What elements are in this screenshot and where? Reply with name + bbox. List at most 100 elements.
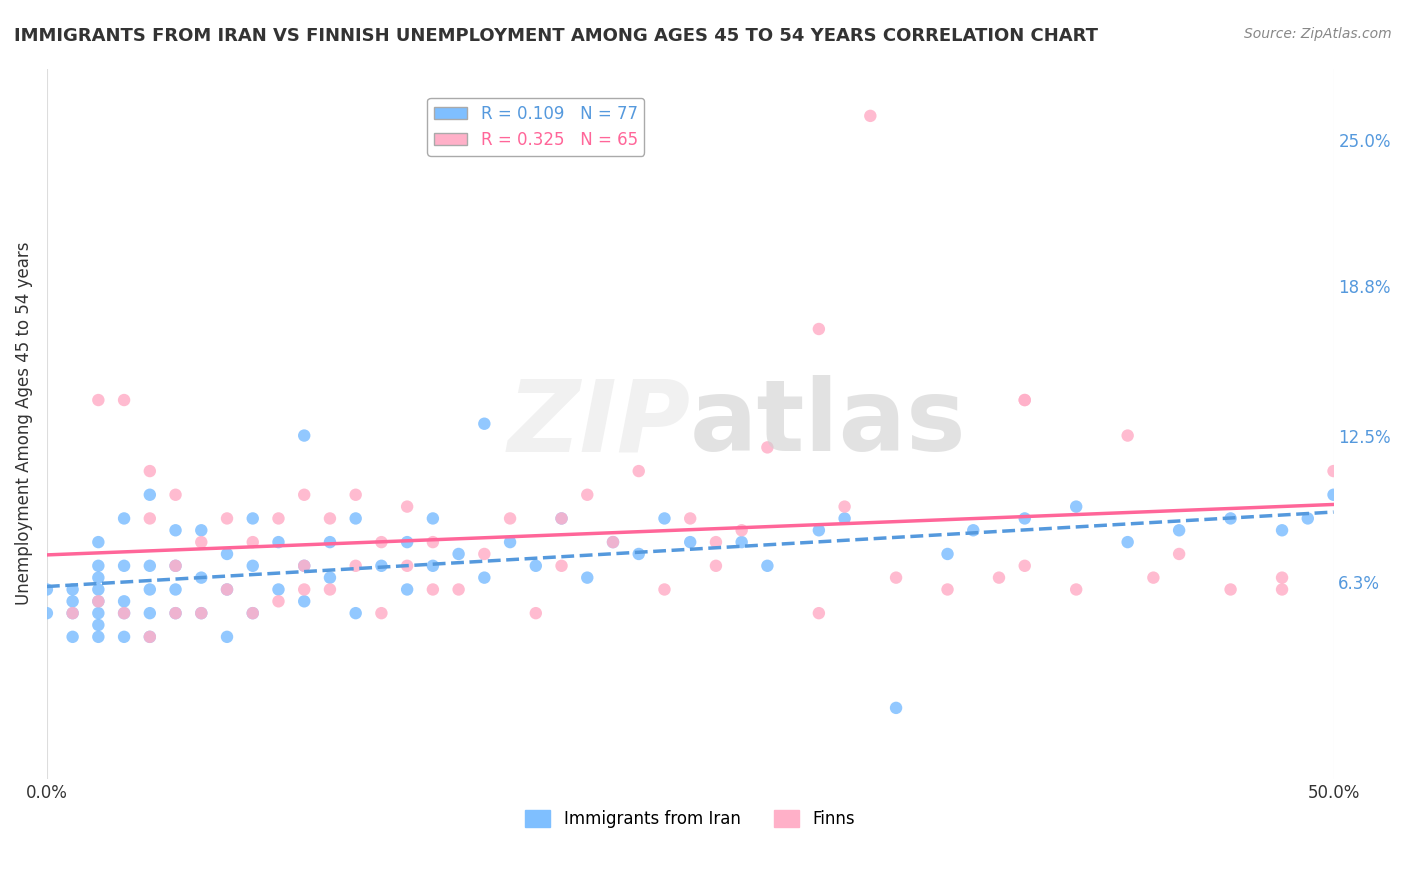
Point xyxy=(422,511,444,525)
Point xyxy=(35,582,58,597)
Point xyxy=(190,606,212,620)
Point xyxy=(165,606,187,620)
Point xyxy=(422,535,444,549)
Point xyxy=(139,558,162,573)
Point xyxy=(807,523,830,537)
Point xyxy=(190,571,212,585)
Point xyxy=(1271,582,1294,597)
Point xyxy=(87,571,110,585)
Point xyxy=(627,464,650,478)
Point xyxy=(472,547,495,561)
Point xyxy=(242,606,264,620)
Point xyxy=(139,464,162,478)
Point xyxy=(215,630,238,644)
Point xyxy=(87,594,110,608)
Point xyxy=(704,558,727,573)
Point xyxy=(319,571,342,585)
Point xyxy=(679,511,702,525)
Point xyxy=(112,630,135,644)
Point xyxy=(1014,511,1036,525)
Point xyxy=(1116,535,1139,549)
Point xyxy=(1271,523,1294,537)
Point xyxy=(344,558,367,573)
Point xyxy=(215,582,238,597)
Point xyxy=(87,630,110,644)
Point xyxy=(344,606,367,620)
Text: atlas: atlas xyxy=(690,376,967,472)
Point xyxy=(370,558,392,573)
Point xyxy=(602,535,624,549)
Text: Source: ZipAtlas.com: Source: ZipAtlas.com xyxy=(1244,27,1392,41)
Point xyxy=(936,582,959,597)
Point xyxy=(62,606,84,620)
Y-axis label: Unemployment Among Ages 45 to 54 years: Unemployment Among Ages 45 to 54 years xyxy=(15,242,32,606)
Point xyxy=(215,582,238,597)
Point xyxy=(62,630,84,644)
Point xyxy=(1296,511,1319,525)
Point xyxy=(1271,571,1294,585)
Point xyxy=(524,558,547,573)
Point xyxy=(292,594,315,608)
Point xyxy=(1014,558,1036,573)
Point xyxy=(576,571,599,585)
Point xyxy=(1168,547,1191,561)
Point xyxy=(499,511,522,525)
Point xyxy=(654,582,676,597)
Point xyxy=(834,511,856,525)
Point xyxy=(165,558,187,573)
Point xyxy=(1014,392,1036,407)
Point xyxy=(679,535,702,549)
Point xyxy=(267,594,290,608)
Point xyxy=(319,511,342,525)
Point xyxy=(165,606,187,620)
Legend: Immigrants from Iran, Finns: Immigrants from Iran, Finns xyxy=(519,803,862,835)
Point xyxy=(1168,523,1191,537)
Point xyxy=(396,500,419,514)
Point xyxy=(139,582,162,597)
Point xyxy=(267,535,290,549)
Point xyxy=(576,488,599,502)
Point xyxy=(267,511,290,525)
Text: ZIP: ZIP xyxy=(508,376,690,472)
Point xyxy=(499,535,522,549)
Point xyxy=(344,511,367,525)
Point xyxy=(112,594,135,608)
Point xyxy=(654,511,676,525)
Point xyxy=(1322,464,1344,478)
Point xyxy=(112,392,135,407)
Point xyxy=(472,417,495,431)
Point xyxy=(62,594,84,608)
Point xyxy=(602,535,624,549)
Point xyxy=(1219,511,1241,525)
Point xyxy=(756,558,779,573)
Point xyxy=(396,535,419,549)
Point xyxy=(112,558,135,573)
Point xyxy=(292,558,315,573)
Point xyxy=(807,606,830,620)
Point xyxy=(319,535,342,549)
Point xyxy=(62,606,84,620)
Point xyxy=(472,571,495,585)
Point xyxy=(447,547,470,561)
Point xyxy=(139,511,162,525)
Point xyxy=(731,523,754,537)
Point xyxy=(370,606,392,620)
Point xyxy=(884,701,907,715)
Point xyxy=(87,535,110,549)
Point xyxy=(215,511,238,525)
Point xyxy=(112,606,135,620)
Point xyxy=(35,606,58,620)
Point xyxy=(87,558,110,573)
Point xyxy=(292,582,315,597)
Point xyxy=(1014,392,1036,407)
Point xyxy=(139,606,162,620)
Point xyxy=(267,582,290,597)
Point xyxy=(422,582,444,597)
Point xyxy=(292,488,315,502)
Point xyxy=(62,582,84,597)
Point xyxy=(87,594,110,608)
Point xyxy=(165,582,187,597)
Point xyxy=(215,547,238,561)
Point xyxy=(165,523,187,537)
Point xyxy=(165,558,187,573)
